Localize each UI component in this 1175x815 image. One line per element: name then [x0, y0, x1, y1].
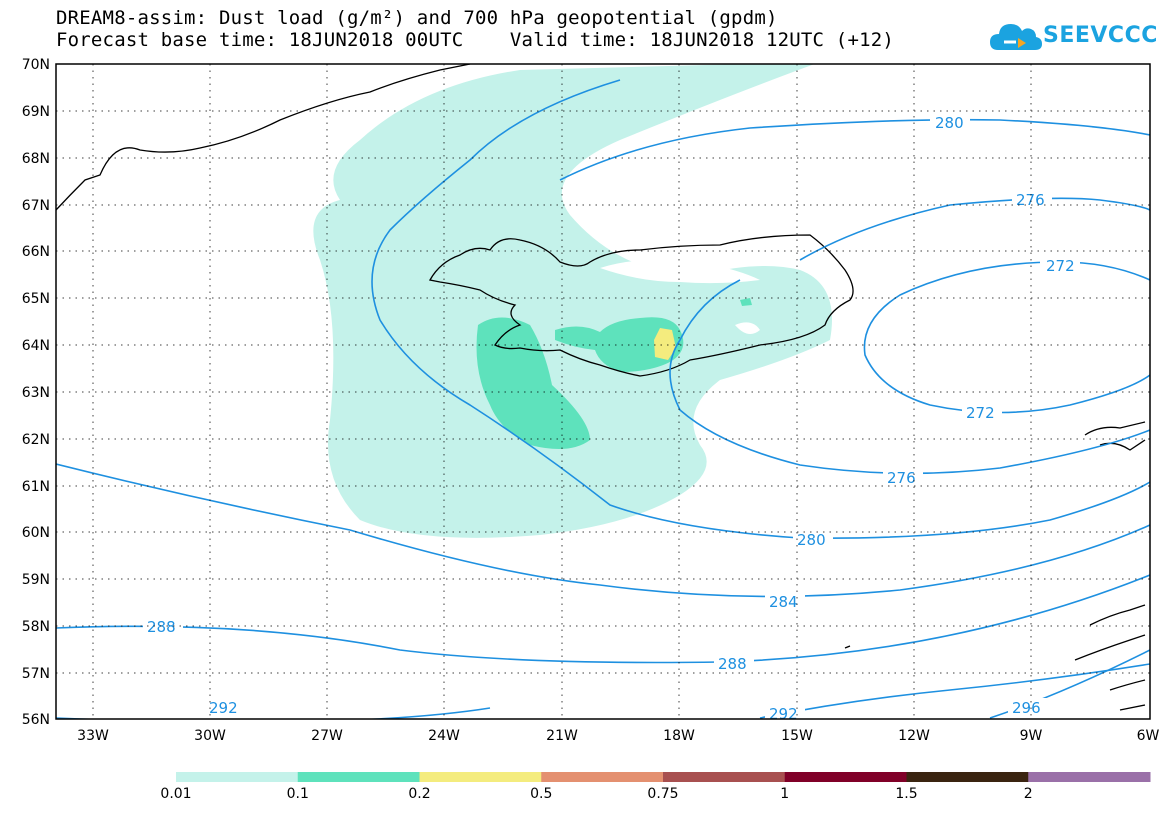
lat-label: 60N	[22, 525, 50, 541]
colorbar-label: 2	[1023, 786, 1033, 802]
lat-label: 62N	[22, 432, 50, 448]
lon-label: 21W	[546, 728, 578, 744]
colorbar-label: 0.2	[408, 786, 431, 802]
lon-label: 9W	[1020, 728, 1043, 744]
map-frame	[55, 63, 1151, 720]
contour-label: 292	[769, 705, 798, 723]
lon-label: 30W	[194, 728, 226, 744]
lat-label: 69N	[22, 104, 50, 120]
contour-labels: 280 276 272 272 276 280 284 288 288 292 …	[143, 113, 1080, 723]
lon-label: 18W	[663, 728, 695, 744]
colorbar-label: 0.5	[530, 786, 553, 802]
logo-text: SEEVCCC	[1043, 23, 1158, 48]
colorbar-swatch	[906, 772, 1029, 782]
lon-label: 24W	[428, 728, 460, 744]
contour-label: 288	[147, 618, 176, 636]
colorbar-label: 1	[780, 786, 790, 802]
map-title-line2: Forecast base time: 18JUN2018 00UTC Vali…	[56, 29, 895, 51]
colorbar	[176, 772, 1151, 782]
lat-label: 67N	[22, 198, 50, 214]
lat-label: 57N	[22, 666, 50, 682]
lat-label: 56N	[22, 712, 50, 728]
colorbar-swatch	[297, 772, 420, 782]
seevccc-logo: SEEVCCC	[988, 14, 1158, 60]
latitude-labels: 70N 69N 68N 67N 66N 65N 64N 63N 62N 61N …	[22, 57, 50, 728]
contour-label: 280	[797, 531, 826, 549]
lat-label: 65N	[22, 291, 50, 307]
lat-label: 70N	[22, 57, 50, 73]
contour-label: 288	[718, 655, 747, 673]
colorbar-label: 0.1	[286, 786, 309, 802]
lat-label: 64N	[22, 338, 50, 354]
contour-label: 296	[1012, 699, 1041, 717]
contour-label: 284	[769, 593, 798, 611]
lon-label: 33W	[77, 728, 109, 744]
lat-label: 59N	[22, 572, 50, 588]
lat-label: 58N	[22, 619, 50, 635]
lon-label: 6W	[1137, 728, 1160, 744]
longitude-labels: 33W 30W 27W 24W 21W 18W 15W 12W 9W 6W	[77, 728, 1159, 744]
coastlines	[56, 64, 1146, 711]
lon-label: 12W	[898, 728, 930, 744]
lat-label: 61N	[22, 479, 50, 495]
dust-area-mid-2	[555, 317, 684, 372]
graticule	[56, 64, 1150, 719]
cloud-logo-icon	[990, 24, 1042, 50]
colorbar-swatch	[541, 772, 664, 782]
colorbar-label: 0.75	[647, 786, 679, 802]
contour-label: 276	[1016, 191, 1045, 209]
colorbar-swatch	[663, 772, 786, 782]
dust-area-high	[654, 328, 676, 360]
contour-label: 292	[209, 699, 238, 717]
contour-label: 272	[1046, 257, 1075, 275]
colorbar-label: 0.01	[160, 786, 192, 802]
colorbar-label: 1.5	[895, 786, 918, 802]
lat-label: 68N	[22, 151, 50, 167]
map-title-line1: DREAM8-assim: Dust load (g/m²) and 700 h…	[56, 7, 778, 29]
dust-area-light	[313, 64, 832, 538]
lat-label: 63N	[22, 385, 50, 401]
colorbar-swatch	[419, 772, 542, 782]
colorbar-swatch	[176, 772, 299, 782]
contour-label: 276	[887, 469, 916, 487]
lon-label: 15W	[781, 728, 813, 744]
lon-label: 27W	[311, 728, 343, 744]
lat-label: 66N	[22, 244, 50, 260]
colorbar-swatch	[784, 772, 907, 782]
contour-label: 272	[966, 404, 995, 422]
contour-label: 280	[935, 114, 964, 132]
colorbar-swatch	[1028, 772, 1151, 782]
